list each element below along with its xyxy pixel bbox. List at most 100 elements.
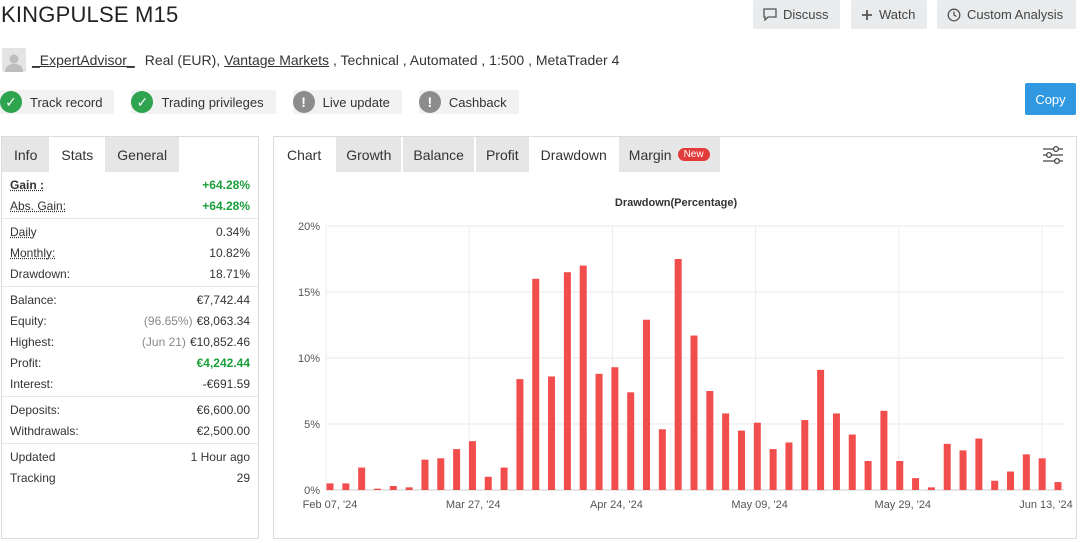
drawdown-bar[interactable] — [373, 488, 381, 490]
stat-value: 0.34% — [215, 224, 250, 239]
drawdown-bar[interactable] — [690, 335, 698, 490]
tab-info[interactable]: Info — [2, 137, 50, 172]
drawdown-bar[interactable] — [801, 420, 809, 490]
stat-label[interactable]: Daily — [10, 224, 37, 239]
tab-profit[interactable]: Profit — [475, 137, 529, 172]
stat-value: 29 — [236, 470, 250, 485]
drawdown-bar[interactable] — [753, 422, 761, 490]
badge-cashback[interactable]: ! Cashback — [418, 90, 519, 114]
chart-bars — [326, 259, 1062, 490]
drawdown-bar[interactable] — [880, 410, 888, 490]
tab-drawdown[interactable]: Drawdown — [540, 146, 607, 163]
stat-value: €10,852.46 — [189, 334, 250, 349]
x-tick-label: Feb 07, '24 — [303, 499, 358, 511]
drawdown-bar[interactable] — [658, 429, 666, 490]
y-axis: 0% 5% 10% 15% 20% — [298, 221, 320, 497]
drawdown-bar[interactable] — [706, 391, 714, 490]
drawdown-bar[interactable] — [516, 379, 524, 490]
drawdown-bar[interactable] — [595, 373, 603, 490]
drawdown-bar[interactable] — [943, 443, 951, 490]
tab-growth[interactable]: Growth — [336, 137, 402, 172]
drawdown-bar[interactable] — [785, 442, 793, 490]
stat-monthly: Monthly: 10.82% — [2, 242, 258, 263]
user-link[interactable]: _ExpertAdvisor_ — [32, 52, 135, 68]
tab-balance[interactable]: Balance — [403, 137, 474, 172]
stat-label: Profit: — [10, 355, 42, 370]
badge-live-update[interactable]: ! Live update — [292, 90, 402, 114]
drawdown-bar[interactable] — [611, 367, 619, 490]
custom-analysis-button[interactable]: Custom Analysis — [937, 0, 1076, 29]
plus-icon — [862, 9, 872, 20]
tab-chart[interactable]: Chart — [287, 146, 322, 163]
drawdown-bar[interactable] — [389, 486, 397, 490]
badge-trading-privileges[interactable]: ✓ Trading privileges — [131, 90, 276, 114]
drawdown-bar[interactable] — [864, 460, 872, 490]
drawdown-bar[interactable] — [817, 369, 825, 490]
drawdown-bar[interactable] — [500, 467, 508, 490]
drawdown-bar[interactable] — [927, 487, 935, 490]
drawdown-bar[interactable] — [532, 278, 540, 490]
drawdown-bar[interactable] — [769, 449, 777, 490]
drawdown-bar[interactable] — [722, 413, 730, 490]
drawdown-bar[interactable] — [358, 467, 366, 490]
x-axis: Feb 07, '24 Mar 27, '24 Apr 24, '24 May 09,… — [303, 499, 1073, 511]
x-tick-label: Jun 13, '24 — [1019, 499, 1072, 511]
drawdown-bar[interactable] — [643, 319, 651, 490]
drawdown-bar[interactable] — [405, 487, 413, 490]
stat-label: Interest: — [10, 376, 54, 391]
drawdown-bar[interactable] — [832, 413, 840, 490]
drawdown-bar[interactable] — [959, 450, 967, 490]
drawdown-bar[interactable] — [342, 483, 350, 490]
drawdown-bar[interactable] — [674, 259, 682, 490]
drawdown-bar[interactable] — [991, 480, 999, 490]
drawdown-bar[interactable] — [1007, 471, 1015, 490]
drawdown-bar[interactable] — [326, 483, 334, 490]
drawdown-bar[interactable] — [896, 460, 904, 490]
y-tick-label: 20% — [298, 221, 320, 233]
rate-section: Daily 0.34% Monthly: 10.82% Drawdown: 18… — [2, 219, 258, 287]
x-tick-label: May 09, '24 — [731, 499, 788, 511]
stat-label[interactable]: Gain : — [10, 177, 45, 192]
drawdown-bar[interactable] — [563, 272, 571, 490]
drawdown-bar[interactable] — [1054, 482, 1062, 490]
stat-label[interactable]: Monthly: — [10, 245, 56, 260]
drawdown-bar[interactable] — [548, 376, 556, 490]
x-tick-label: Mar 27, '24 — [446, 499, 501, 511]
stat-profit: Profit: €4,242.44 — [2, 352, 258, 373]
drawdown-bar[interactable] — [484, 476, 492, 490]
badge-track-record[interactable]: ✓ Track record — [0, 90, 115, 114]
stat-label: Equity: — [10, 313, 47, 328]
drawdown-bar[interactable] — [437, 458, 445, 490]
drawdown-bar[interactable] — [468, 441, 476, 490]
gain-section: Gain : +64.28% Abs. Gain: +64.28% — [2, 172, 258, 219]
drawdown-bar[interactable] — [1038, 458, 1046, 490]
discuss-button[interactable]: Discuss — [753, 0, 840, 29]
stat-value: 1 Hour ago — [190, 449, 250, 464]
stat-label: Balance: — [10, 292, 57, 307]
drawdown-bar[interactable] — [737, 430, 745, 490]
stat-updated: Updated 1 Hour ago — [2, 446, 258, 467]
drawdown-bar[interactable] — [453, 449, 461, 490]
stat-interest: Interest: -€691.59 — [2, 373, 258, 394]
tab-stats[interactable]: Stats — [49, 137, 106, 172]
broker-link[interactable]: Vantage Markets — [224, 52, 329, 68]
drawdown-bar[interactable] — [912, 478, 920, 490]
stat-label[interactable]: Abs. Gain: — [10, 198, 67, 213]
drawdown-bar[interactable] — [579, 265, 587, 490]
drawdown-bar[interactable] — [421, 459, 429, 490]
stat-tracking: Tracking 29 — [2, 467, 258, 488]
tab-general[interactable]: General — [105, 137, 180, 172]
drawdown-bar[interactable] — [627, 392, 635, 490]
watch-button[interactable]: Watch — [851, 0, 927, 29]
chart-settings-icon[interactable] — [1042, 145, 1064, 170]
drawdown-bar[interactable] — [975, 438, 983, 490]
stat-drawdown: Drawdown: 18.71% — [2, 263, 258, 284]
deposit-section: Deposits: €6,600.00 Withdrawals: €2,500.… — [2, 397, 258, 444]
clock-icon — [947, 8, 961, 21]
drawdown-bar[interactable] — [1022, 454, 1030, 490]
tab-margin[interactable]: Margin New — [618, 137, 720, 172]
copy-button[interactable]: Copy — [1025, 83, 1076, 115]
stat-value: €6,600.00 — [196, 402, 250, 417]
stat-value: -€691.59 — [202, 376, 250, 391]
drawdown-bar[interactable] — [848, 434, 856, 490]
